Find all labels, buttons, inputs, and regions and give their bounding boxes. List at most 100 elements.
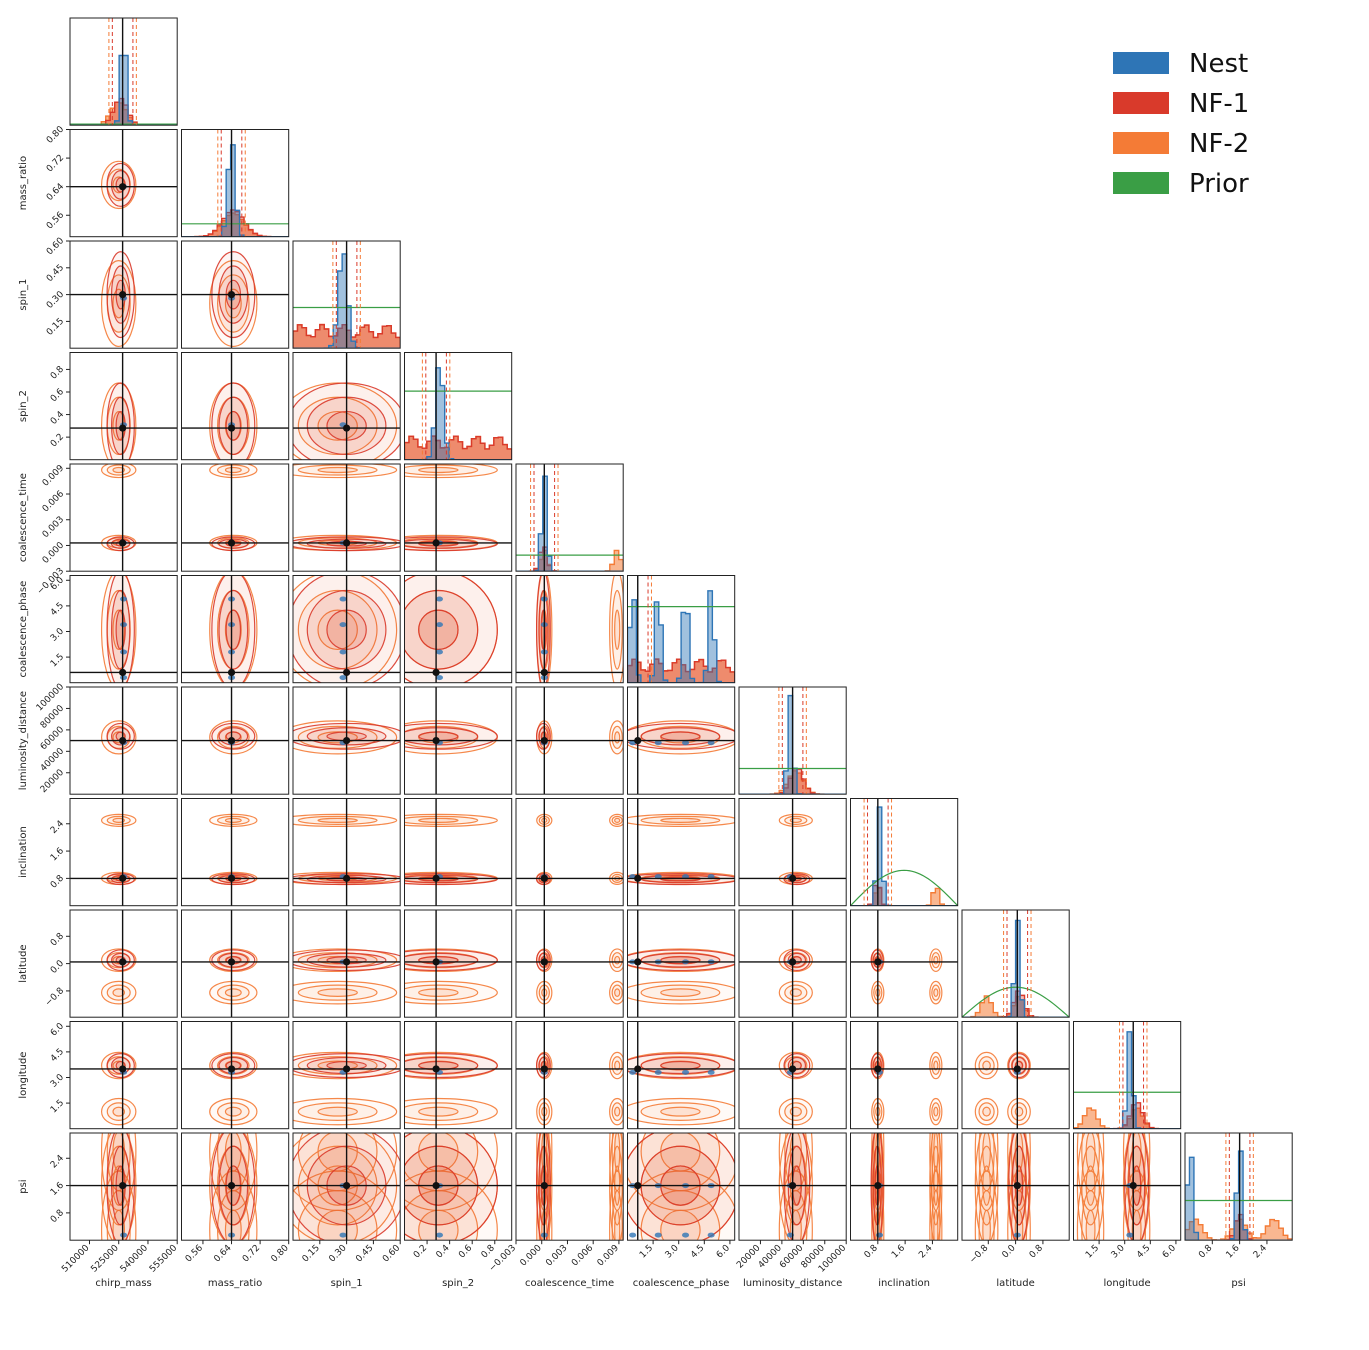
y-tick-label: 0.8	[49, 364, 66, 381]
panel-content	[404, 352, 512, 460]
truth-point	[119, 958, 127, 966]
contour-nf-2	[404, 980, 498, 1005]
y-tick-label: 0.60	[45, 236, 66, 257]
contour-nf-2	[297, 952, 378, 969]
x-tick-label: 1.6	[890, 1243, 907, 1260]
y-axis-label: coalescence_time	[18, 473, 29, 562]
panel-psi-vs-psi: 0.8 1.6 2.4 psi	[1184, 1132, 1293, 1289]
contour-nest	[435, 622, 443, 628]
y-tick-label: 0.000	[41, 540, 66, 565]
x-tick-label: 4.5	[689, 1243, 706, 1260]
contour-nf-1	[404, 949, 498, 972]
panel-inclination-vs-coalescence_phase	[627, 798, 736, 907]
contour-nf-2	[224, 988, 242, 997]
panel-content	[293, 910, 401, 1018]
y-axis-label: latitude	[18, 944, 29, 982]
legend-label: Nest	[1189, 49, 1248, 79]
panel-latitude-vs-chirp_mass: −0.8 0.0 0.8 latitude	[18, 909, 178, 1018]
panel-content	[850, 910, 958, 1018]
panel-content	[293, 241, 401, 349]
panel-longitude-vs-latitude	[961, 1021, 1070, 1130]
truth-point	[343, 424, 351, 432]
contour-nf-2	[317, 988, 358, 997]
truth-point	[540, 874, 548, 882]
y-tick-label: 0.0	[49, 958, 66, 975]
x-axis-label: inclination	[878, 1278, 930, 1289]
truth-point	[227, 291, 236, 299]
panel-latitude-vs-mass_ratio	[181, 909, 290, 1018]
panel-frame	[1184, 1132, 1293, 1241]
panel-inclination-vs-luminosity_distance	[738, 798, 847, 907]
y-tick-label: 1.5	[49, 1098, 66, 1115]
panel-content	[404, 687, 512, 795]
contour-nf-2	[418, 466, 459, 474]
contour-nf-2	[982, 1106, 991, 1117]
panel-content	[404, 910, 512, 1018]
y-tick-label: 0.56	[45, 210, 66, 231]
contour-nf-2	[224, 817, 242, 823]
panel-frame	[292, 909, 401, 1018]
contour-nf-2	[933, 1060, 939, 1071]
panel-frame	[181, 686, 290, 795]
contour-nest	[707, 1069, 715, 1075]
truth-point	[227, 958, 236, 966]
contour-nf-2	[611, 725, 623, 749]
contour-nest	[629, 1069, 637, 1075]
panel-frame	[404, 575, 513, 684]
x-axis-label: coalescence_time	[525, 1278, 614, 1289]
y-tick-label: 0.8	[49, 873, 66, 890]
contour-nf-2	[640, 1102, 721, 1121]
panel-frame	[1073, 1132, 1182, 1241]
contour-nf-2	[614, 955, 621, 965]
y-tick-label: 0.8	[49, 931, 66, 948]
truth-point	[343, 874, 351, 882]
contour-nf-2	[297, 396, 378, 456]
contour-nf-2	[404, 464, 479, 476]
truth-point	[343, 1065, 351, 1073]
legend-swatch	[1113, 172, 1169, 194]
contour-nf-2	[404, 1102, 479, 1121]
panel-frame	[627, 686, 736, 795]
contour-nf-1	[211, 722, 256, 750]
truth-point	[227, 1181, 236, 1190]
hist-nest	[1073, 1031, 1181, 1129]
x-tick-label: 540000	[119, 1243, 151, 1275]
contour-nf-2	[982, 1060, 991, 1071]
contour-nf-2	[100, 260, 137, 348]
x-tick-label: 0.64	[212, 1243, 233, 1264]
panel-content	[516, 1133, 624, 1241]
panel-content	[516, 798, 624, 906]
contour-nf-1	[115, 609, 126, 651]
panel-content	[70, 464, 178, 572]
panel-luminosity_distance-vs-spin_1	[292, 686, 401, 795]
contour-nf-2	[611, 815, 623, 825]
panel-content	[181, 1133, 289, 1241]
panel-inclination-vs-spin_1	[292, 798, 401, 907]
truth-point	[789, 1065, 797, 1073]
contour-nf-2	[784, 1102, 808, 1121]
panel-content	[739, 798, 847, 906]
contour-nf-2	[106, 464, 131, 476]
panel-content	[293, 464, 401, 572]
prior-curve	[850, 869, 958, 906]
y-tick-label: 1.6	[49, 846, 66, 863]
truth-point	[343, 539, 351, 547]
contour-nf-2	[611, 952, 623, 969]
contour-nf-2	[404, 815, 479, 825]
y-axis-label: spin_1	[18, 279, 29, 311]
truth-point	[119, 1065, 127, 1073]
contour-nf-2	[982, 1133, 991, 1172]
contour-nf-2	[404, 813, 498, 827]
panel-frame	[961, 1021, 1070, 1130]
legend-swatch	[1113, 92, 1169, 114]
truth-point	[119, 424, 127, 432]
contour-nf-2	[317, 817, 358, 823]
contour-nf-2	[100, 160, 137, 210]
x-axis-label: latitude	[996, 1278, 1034, 1289]
contour-nf-1	[211, 1052, 256, 1079]
hist-nest	[516, 475, 624, 572]
x-tick-label: 0.6	[457, 1243, 474, 1260]
x-tick-label: 3.0	[1110, 1243, 1127, 1260]
contour-nf-2	[317, 410, 358, 441]
panel-coalescence_phase-vs-coalescence_time	[515, 575, 624, 684]
